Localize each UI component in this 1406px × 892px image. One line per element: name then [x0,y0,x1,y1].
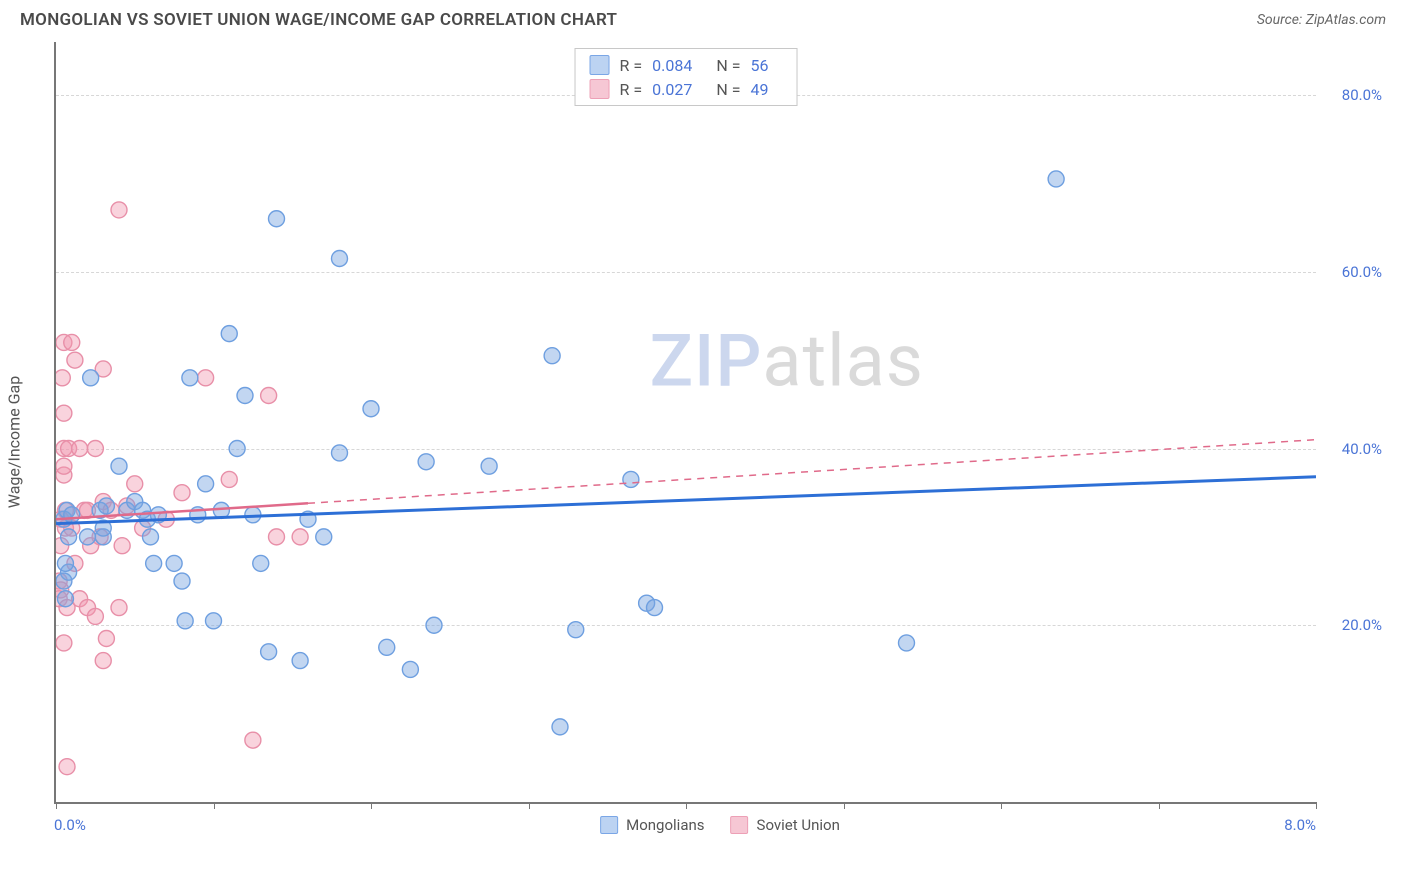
source-label: Source: ZipAtlas.com [1257,12,1386,28]
chart-title: MONGOLIAN VS SOVIET UNION WAGE/INCOME GA… [20,10,617,30]
swatch-series-2 [590,79,610,99]
stats-row-1: R = 0.084 N = 56 [590,53,783,77]
y-tick-label: 20.0% [1342,616,1382,634]
legend-item-1: Mongolians [600,816,704,834]
legend-label-2: Soviet Union [757,816,840,834]
x-max-label: 8.0% [1284,816,1316,834]
y-axis-title: Wage/Income Gap [5,376,24,508]
legend-label-1: Mongolians [626,816,704,834]
plot-svg [56,42,1316,802]
legend: Mongolians Soviet Union [600,816,840,834]
plot-area: ZIPatlas R = 0.084 N = 56 R = 0.027 N = … [54,42,1316,804]
y-tick-label: 60.0% [1342,263,1382,281]
legend-item-2: Soviet Union [731,816,840,834]
y-tick-label: 80.0% [1342,86,1382,104]
stats-box: R = 0.084 N = 56 R = 0.027 N = 49 [575,48,798,106]
legend-swatch-2 [731,816,749,834]
stats-row-2: R = 0.027 N = 49 [590,77,783,101]
x-min-label: 0.0% [54,816,86,834]
y-tick-label: 40.0% [1342,440,1382,458]
legend-swatch-1 [600,816,618,834]
chart-container: Wage/Income Gap ZIPatlas R = 0.084 N = 5… [54,36,1386,848]
header: MONGOLIAN VS SOVIET UNION WAGE/INCOME GA… [0,0,1406,36]
swatch-series-1 [590,55,610,75]
